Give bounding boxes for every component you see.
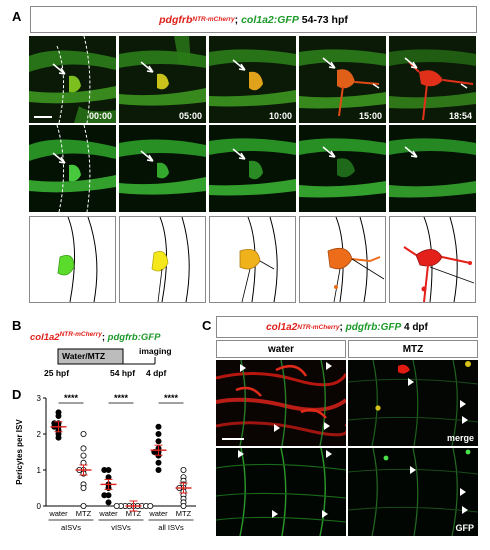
data-point — [80, 431, 87, 438]
data-point — [80, 445, 87, 452]
pdgfrb-transgene: pdgfrb:GFP — [345, 321, 402, 333]
y-tick-label: 1 — [37, 466, 42, 475]
timestamp: 00:00 — [88, 111, 112, 121]
data-point — [55, 412, 62, 419]
timestamp: 05:00 — [178, 111, 202, 121]
data-point — [80, 452, 87, 459]
col1a2-gene: col1a2 — [266, 321, 298, 333]
timelapse-gfp-frame-3 — [209, 125, 296, 212]
x-tick-label: water — [98, 509, 118, 518]
y-tick-label: 2 — [37, 430, 42, 439]
data-point — [180, 503, 187, 510]
x-tick-label: water — [148, 509, 168, 518]
pdgfrb-transgene: pdgfrb:GFP — [107, 332, 161, 344]
data-point — [180, 467, 187, 474]
schematic-frame-3 — [209, 216, 296, 303]
pericyte-chart: 0 1 2 3 Pericytes per ISV water MTZ water MTZ wat… — [15, 393, 196, 532]
data-point — [101, 492, 108, 499]
treatment-timeline — [57, 348, 156, 365]
imaging-label: imaging — [139, 346, 172, 356]
stage-range: 54-73 hpf — [301, 13, 348, 26]
gfp-label: GFP — [455, 523, 474, 533]
group-label: aISVs — [61, 523, 81, 532]
group-label: all ISVs — [158, 523, 184, 532]
end-time: 54 hpf — [110, 368, 136, 378]
data-point — [105, 499, 112, 506]
schematic-frame-2 — [119, 216, 206, 303]
gfp-water-image — [216, 448, 346, 536]
title-separator: ; — [101, 332, 106, 344]
timelapse-merge-frame-1: 00:00 — [29, 36, 116, 123]
data-point — [147, 503, 154, 510]
imaging-time: 4 dpf — [146, 368, 167, 378]
pdgfrb-gene: pdgfrb — [159, 13, 193, 26]
timelapse-merge-frame-5: 18:54 — [389, 36, 476, 123]
timelapse-gfp-frame-5 — [389, 125, 476, 212]
data-point — [155, 423, 162, 430]
stage: 4 dpf — [403, 321, 428, 333]
x-tick-label: MTZ — [126, 509, 142, 518]
y-axis-label: Pericytes per ISV — [15, 419, 24, 485]
gfp-mtz-image: GFP — [348, 448, 478, 536]
title-separator: ; — [234, 13, 239, 26]
data-point — [155, 467, 162, 474]
timestamp: 18:54 — [448, 111, 472, 121]
col1a2-gene: col1a2 — [30, 332, 60, 344]
timelapse-merge-frame-2: 05:00 — [119, 36, 206, 123]
timelapse-gfp-frame-4 — [299, 125, 386, 212]
data-point — [155, 459, 162, 466]
group-label: vISVs — [111, 523, 131, 532]
x-tick-label: MTZ — [176, 509, 192, 518]
x-tick-label: water — [48, 509, 68, 518]
timelapse-merge-frame-4: 15:00 — [299, 36, 386, 123]
panel-d-label: D — [12, 387, 22, 402]
column-header-water: water — [216, 340, 346, 358]
timelapse-gfp-frame-2 — [119, 125, 206, 212]
data-point — [113, 503, 120, 510]
schematic-frame-5 — [389, 216, 476, 303]
timestamp: 15:00 — [358, 111, 382, 121]
data-point — [80, 485, 87, 492]
data-point — [155, 431, 162, 438]
merge-mtz-image: merge — [348, 360, 478, 446]
significance-marker: **** — [164, 393, 179, 403]
pdgfrb-allele: NTR-mCherry — [192, 16, 235, 23]
schematic-frame-1 — [29, 216, 116, 303]
panel-b-label: B — [12, 318, 22, 333]
panel-c-title: col1a2 NTR-mCherry; pdgfrb:GFP 4 dpf — [216, 316, 478, 338]
merge-water-image — [216, 360, 346, 446]
y-tick-label: 0 — [37, 502, 42, 511]
panel-a-label: A — [12, 9, 22, 24]
timestamp: 10:00 — [268, 111, 292, 121]
timelapse-merge-frame-3: 10:00 — [209, 36, 296, 123]
panel-a-title: pdgfrb NTR-mCherry; col1a2:GFP 54-73 hpf — [30, 6, 477, 33]
panel-c-label: C — [202, 318, 212, 333]
column-header-mtz: MTZ — [348, 340, 478, 358]
start-time: 25 hpf — [44, 368, 70, 378]
merge-label: merge — [446, 433, 474, 443]
col1a2-transgene: col1a2:GFP — [241, 13, 299, 26]
data-point — [55, 434, 62, 441]
panel-b-title: col1a2NTR-mCherry; pdgfrb:GFP — [30, 331, 160, 343]
significance-marker: **** — [114, 393, 129, 403]
x-tick-label: MTZ — [76, 509, 92, 518]
timelapse-gfp-frame-1 — [29, 125, 116, 212]
schematic-frame-4 — [299, 216, 386, 303]
col1a2-allele: NTR-mCherry — [297, 323, 340, 331]
treatment-label: Water/MTZ — [62, 351, 106, 361]
data-point — [101, 467, 108, 474]
y-tick-label: 3 — [37, 394, 42, 403]
col1a2-allele: NTR-mCherry — [59, 331, 102, 338]
significance-marker: **** — [64, 393, 79, 403]
title-separator: ; — [339, 321, 343, 333]
data-point — [80, 503, 87, 510]
data-point — [155, 438, 162, 445]
